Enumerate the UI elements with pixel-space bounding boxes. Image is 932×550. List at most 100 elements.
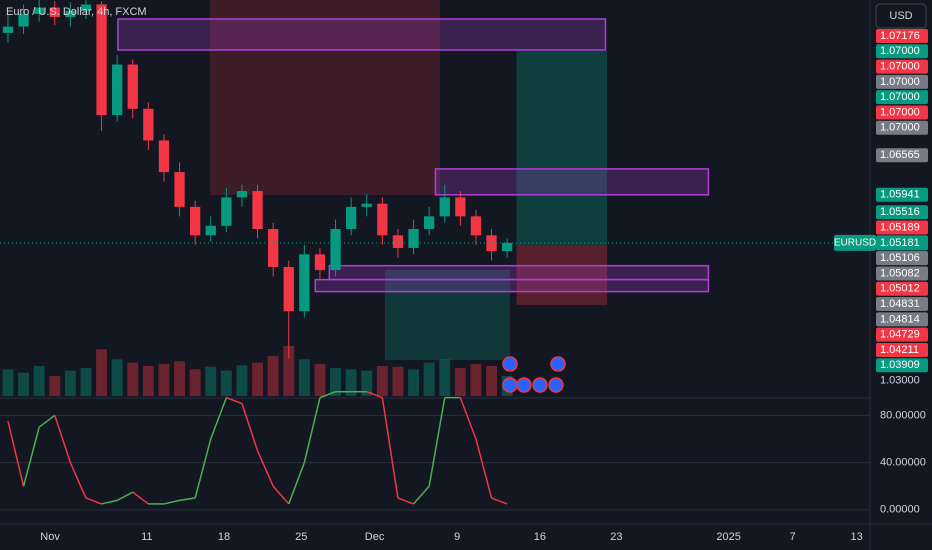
zone — [328, 264, 710, 281]
volume-bar — [454, 368, 466, 396]
indicator-segment — [319, 391, 336, 399]
volume-bar — [376, 366, 388, 396]
x-tick-label: Nov — [40, 531, 60, 543]
price-tag-label: 1.05082 — [880, 267, 920, 279]
symbol-title: Euro / U.S. Dollar, 4h, FXCM — [6, 6, 147, 18]
event-icon — [548, 377, 564, 393]
candle-body — [361, 203, 372, 207]
volume-bar — [220, 370, 232, 396]
indicator-tick-label: 80.00000 — [880, 409, 926, 421]
volume-bar — [283, 346, 295, 396]
indicator-segment — [226, 396, 243, 405]
indicator-segment — [459, 397, 477, 440]
candle-body — [18, 13, 29, 27]
indicator-segment — [69, 462, 87, 499]
price-tag-label: 1.05181 — [880, 237, 920, 249]
price-tag — [876, 148, 928, 163]
candle-body — [49, 7, 60, 18]
candle-body — [455, 197, 466, 217]
price-tag-label: 1.05106 — [880, 252, 920, 264]
price-tag-label: 1.05189 — [880, 221, 920, 233]
currency-label[interactable]: USD — [889, 10, 912, 22]
candle-body — [158, 140, 170, 173]
indicator-segment — [163, 499, 180, 505]
indicator-segment — [412, 485, 430, 505]
price-tag — [876, 281, 928, 296]
price-tag — [876, 105, 928, 120]
volume-bar — [111, 359, 123, 396]
candle-body — [283, 266, 294, 312]
volume-bar — [252, 362, 264, 396]
price-tag — [876, 220, 928, 235]
price-tag — [876, 312, 928, 327]
session-shading — [385, 270, 510, 360]
volume-bar — [330, 368, 342, 396]
indicator-tick-label: 0.00000 — [880, 504, 920, 516]
price-tag-label: 1.04814 — [880, 313, 920, 325]
price-tag — [876, 44, 928, 59]
symbol-tag-label: EURUSD — [834, 237, 876, 248]
indicator-segment — [288, 462, 306, 505]
price-tag — [876, 297, 928, 312]
candle-body — [112, 64, 123, 116]
volume-bar — [392, 366, 404, 396]
candle-body — [143, 108, 154, 141]
price-tag — [876, 59, 928, 74]
candle-body — [127, 64, 138, 109]
volume-bar — [345, 369, 357, 396]
x-tick-label: 16 — [534, 531, 546, 543]
indicator-segment — [116, 491, 134, 502]
indicator-segment — [241, 403, 259, 452]
position-target — [516, 49, 607, 245]
price-tag — [876, 327, 928, 342]
candle-body — [486, 235, 497, 252]
volume-bar — [189, 369, 201, 396]
candle-body — [65, 10, 76, 18]
candle-body — [80, 4, 92, 11]
volume-bar — [470, 364, 482, 396]
volume-bar — [33, 366, 45, 396]
volume-bar — [2, 369, 14, 396]
candle-body — [470, 216, 482, 236]
candle-body — [252, 191, 263, 229]
price-tag — [876, 205, 928, 220]
candle-body — [96, 4, 107, 116]
indicator-segment — [491, 497, 508, 505]
volume-bar — [205, 366, 217, 396]
volume-bar — [361, 370, 373, 396]
currency-button[interactable] — [875, 3, 927, 29]
candle-body — [408, 228, 419, 248]
event-icon — [532, 377, 548, 393]
candle-body — [377, 203, 388, 236]
candle-body — [34, 7, 45, 14]
volume-bar — [298, 359, 310, 396]
x-tick-label: 7 — [790, 531, 796, 543]
volume-bar — [142, 366, 154, 396]
x-tick-label: 18 — [218, 531, 230, 543]
candle-body — [299, 254, 310, 312]
volume-bar — [174, 361, 186, 396]
indicator-segment — [272, 485, 290, 505]
price-tag-label: 1.05941 — [880, 189, 920, 201]
indicator-segment — [7, 421, 25, 487]
indicator-segment — [210, 397, 228, 440]
indicator-segment — [132, 491, 149, 505]
volume-bar — [408, 369, 420, 396]
x-tick-label: 13 — [850, 531, 862, 543]
price-tag-label: 1.07000 — [880, 45, 920, 57]
volume-bar — [96, 349, 108, 396]
candle-body — [190, 206, 201, 236]
price-tag-label: 1.07000 — [880, 60, 920, 72]
price-tag-label: 1.05012 — [880, 283, 920, 295]
indicator-segment — [54, 415, 72, 463]
indicator-tick-label: 40.00000 — [880, 456, 926, 468]
price-tag-label: 1.06565 — [880, 149, 920, 161]
y-tick-label: 1.03000 — [880, 375, 920, 387]
event-icon — [516, 377, 532, 393]
x-tick-label: Dec — [365, 531, 385, 543]
indicator-segment — [303, 397, 321, 463]
indicator-segment — [179, 497, 196, 502]
x-tick-label: 25 — [295, 531, 307, 543]
indicator-segment — [38, 414, 56, 428]
